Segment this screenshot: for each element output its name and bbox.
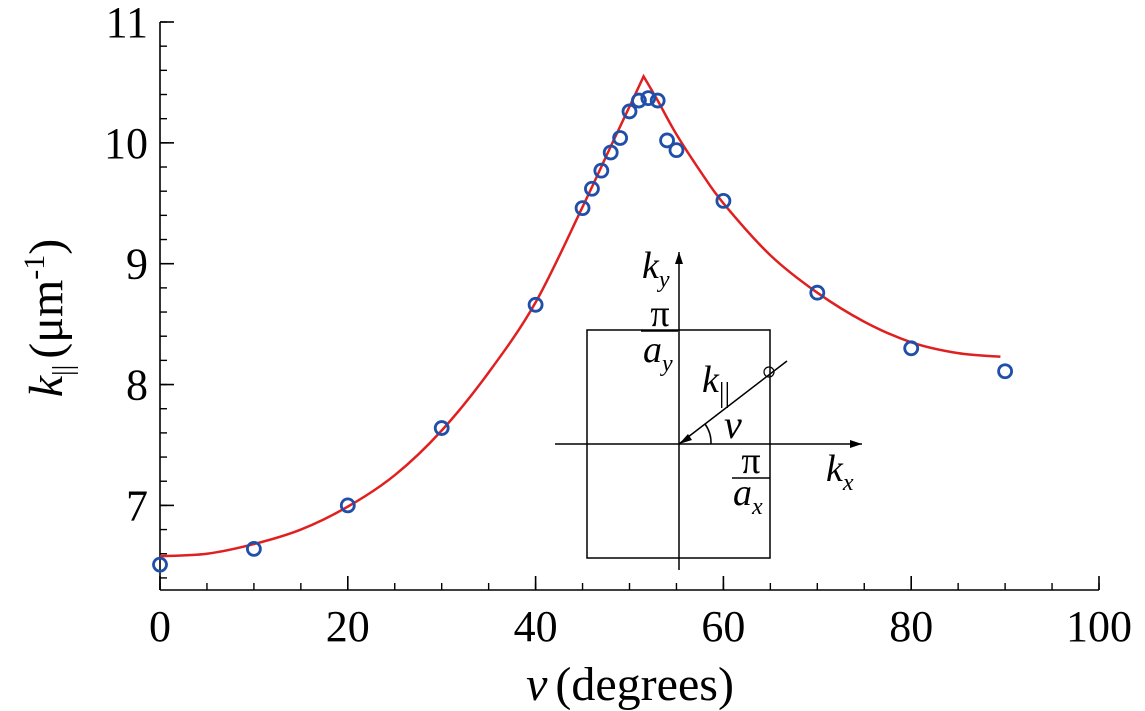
fit-curve: [159, 73, 1001, 558]
data-point: [997, 363, 1013, 380]
data-point: [668, 142, 685, 159]
data-point: [649, 92, 666, 109]
y-tick-label: 10: [104, 119, 148, 168]
data-point: [527, 296, 544, 313]
data-point: [809, 284, 826, 301]
inset-kx-arrowhead: [850, 440, 862, 448]
tick-labels: 0 20 40 60 80 100 7 8 9 10 11: [104, 0, 1132, 651]
data-point: [715, 192, 732, 209]
y-axis-label: k|| (μm-1): [18, 239, 79, 398]
data-point: [245, 541, 262, 557]
inset-kpar-point: [763, 366, 775, 378]
inset-ax-label: ax: [733, 472, 763, 520]
data-point: [903, 340, 920, 357]
y-axis-label-text: (μm: [20, 280, 73, 359]
inset-ky-arrowhead: [675, 252, 683, 264]
ticks: [159, 21, 1100, 590]
y-tick-label: 7: [126, 481, 148, 530]
x-axis-label: ν (degrees): [526, 658, 734, 711]
x-tick-label: 0: [149, 602, 171, 651]
y-tick-label: 9: [126, 240, 148, 289]
data-point: [630, 92, 647, 109]
data-point: [433, 420, 450, 436]
inset-kpar-vector: [678, 360, 788, 445]
x-tick-label: 40: [514, 602, 558, 651]
data-point: [584, 180, 600, 197]
inset-ky-label: ky: [642, 245, 670, 293]
data-point: [612, 130, 629, 146]
x-axis-label-symbol: ν: [526, 658, 548, 711]
inset-kpar-arrowhead: [679, 434, 692, 444]
y-axis-label-superscript: -1: [18, 255, 51, 280]
y-axis-label-symbol: k: [20, 374, 73, 397]
y-axis-label-subscript: ||: [48, 365, 79, 376]
data-point: [574, 200, 591, 217]
data-point: [640, 90, 657, 107]
y-tick-label: 11: [106, 0, 148, 47]
data-points: [152, 90, 1013, 573]
y-tick-label: 8: [126, 361, 148, 410]
inset-ay-label: ay: [643, 329, 673, 377]
inset-pi-y: π: [650, 293, 669, 335]
y-axis-label-close: ): [20, 239, 73, 255]
x-axis-label-text: (degrees): [555, 658, 734, 711]
data-point: [339, 497, 356, 514]
inset-angle-label: ν: [724, 402, 742, 447]
inset-diagram: ky π ay k|| ν π ax kx: [555, 245, 862, 570]
x-tick-label: 80: [889, 602, 933, 651]
data-point: [593, 162, 610, 179]
data-point: [602, 144, 619, 161]
x-tick-label: 20: [326, 602, 370, 651]
x-tick-label: 100: [1066, 602, 1132, 651]
inset-kx-label: kx: [826, 448, 854, 496]
data-point: [621, 103, 638, 120]
x-tick-label: 60: [701, 602, 745, 651]
inset-pi-x: π: [741, 440, 760, 482]
data-point: [152, 556, 168, 573]
data-point: [659, 132, 675, 149]
inset-kpar-label: k||: [702, 359, 730, 409]
inset-angle-arc: [704, 423, 712, 445]
